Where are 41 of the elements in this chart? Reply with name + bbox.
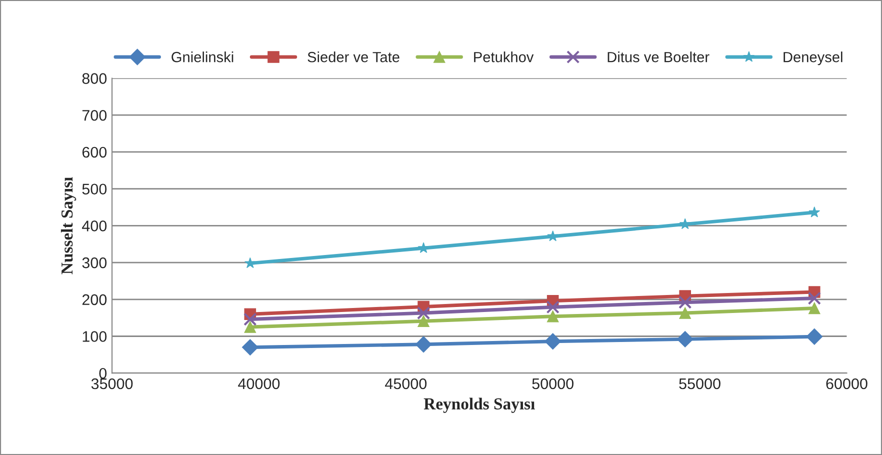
- point: [806, 328, 823, 345]
- x-axis-title: Reynolds Sayısı: [424, 398, 535, 413]
- y-tick-label: 700: [82, 110, 107, 121]
- point: [808, 206, 820, 218]
- point: [676, 330, 694, 348]
- x-tick-label: 45000: [385, 378, 427, 390]
- legend-label: Petukhov: [474, 52, 534, 62]
- point: [679, 307, 691, 319]
- x-tick-label: 40000: [238, 378, 280, 390]
- legend-label: Deneysel: [784, 52, 842, 66]
- point: [546, 300, 560, 314]
- point: [546, 310, 559, 322]
- y-tick-label: 600: [82, 146, 107, 158]
- legend-label: Sieder ve Tate: [308, 52, 400, 62]
- y-tick-label: 300: [82, 257, 107, 268]
- x-tick-label: 55000: [679, 378, 720, 390]
- point: [244, 257, 256, 268]
- point: [679, 218, 691, 230]
- point: [808, 292, 821, 305]
- point: [415, 336, 432, 353]
- y-tick-label: 800: [82, 73, 107, 84]
- point: [678, 296, 692, 309]
- point: [544, 333, 562, 350]
- x-tick-label: 35000: [91, 378, 133, 390]
- x-tick-label: 60000: [826, 378, 868, 390]
- point: [547, 230, 558, 242]
- point: [416, 306, 430, 320]
- y-axis-title: Nusselt Sayısı: [60, 177, 76, 274]
- y-tick-label: 400: [82, 220, 107, 232]
- x-tick-label: 50000: [532, 378, 574, 390]
- legend-label: Ditus ve Boelter: [608, 52, 710, 62]
- y-tick-label: 100: [82, 331, 107, 342]
- y-tick-label: 0: [99, 368, 107, 379]
- y-tick-label: 200: [82, 294, 107, 306]
- point: [242, 339, 258, 356]
- point: [244, 321, 256, 333]
- point: [244, 312, 257, 326]
- point: [418, 315, 430, 328]
- legend-label: Gnielinski: [172, 52, 234, 62]
- y-tick-label: 500: [82, 184, 107, 195]
- point: [808, 302, 820, 314]
